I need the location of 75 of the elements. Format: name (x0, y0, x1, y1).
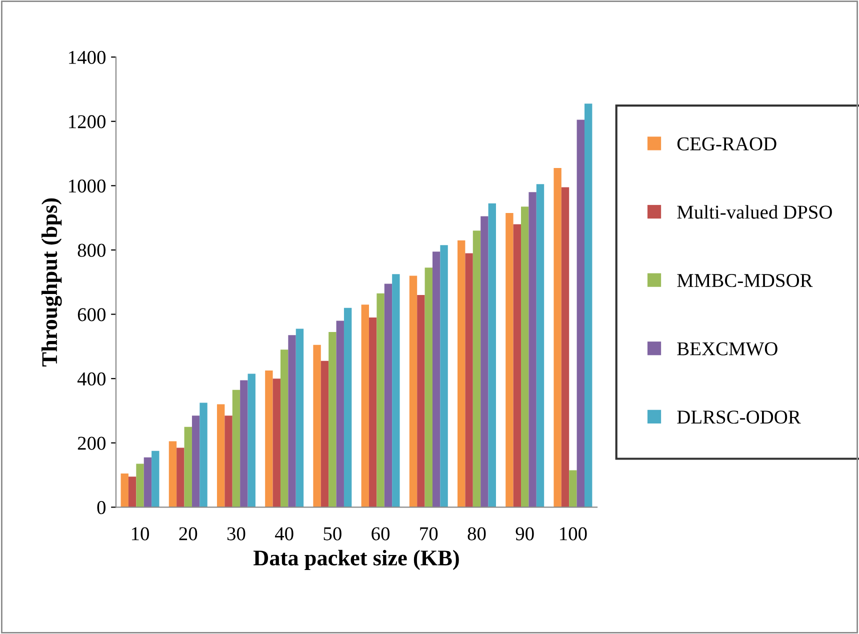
bar (361, 304, 369, 508)
bar (384, 284, 392, 508)
bar (328, 332, 336, 508)
bar (536, 184, 544, 508)
x-tick-label: 100 (560, 527, 587, 540)
y-tick-label: 800 (78, 244, 106, 257)
legend-label: MMBC-MDSOR (677, 274, 813, 288)
bar (336, 320, 344, 508)
bar (144, 457, 152, 508)
y-tick-label: 1200 (69, 115, 106, 128)
bar (265, 370, 273, 508)
bar (320, 360, 329, 508)
legend-label: Multi-valued DPSO (677, 205, 832, 219)
bar (465, 253, 473, 508)
bar (554, 168, 562, 508)
bar (488, 203, 496, 508)
bar (432, 252, 440, 508)
bar (417, 294, 425, 508)
bar (344, 308, 352, 508)
x-tick-label: 10 (132, 527, 149, 540)
x-tick-label: 90 (516, 527, 534, 540)
y-tick-label: 400 (77, 372, 106, 386)
bar (184, 426, 192, 508)
bar (569, 470, 577, 508)
bar (120, 473, 128, 508)
bar (409, 276, 418, 508)
bar (506, 213, 514, 508)
bar (472, 230, 481, 508)
x-tick-label: 40 (274, 527, 294, 540)
bar (248, 374, 256, 508)
bar (528, 192, 536, 508)
legend-label: CEG-RAOD (677, 137, 776, 150)
bar (280, 350, 288, 508)
y-tick-label: 1400 (69, 50, 106, 64)
y-tick-label: 600 (78, 308, 106, 322)
x-tick-label: 60 (372, 527, 390, 540)
bar (480, 216, 488, 508)
y-axis-title: Throughput (bps) (41, 198, 62, 366)
bar (136, 464, 144, 508)
bar (368, 318, 377, 508)
bar (152, 450, 160, 508)
bar (176, 448, 184, 508)
bar (458, 240, 466, 508)
bar (168, 441, 177, 508)
bar (584, 104, 592, 508)
bar (216, 404, 225, 508)
bar (272, 378, 280, 508)
y-tick-label: 1000 (69, 179, 106, 193)
bar (224, 416, 232, 508)
bar (561, 187, 570, 508)
bar (521, 206, 529, 508)
bar (313, 344, 321, 508)
x-tick-label: 80 (468, 527, 486, 540)
bar (128, 476, 136, 508)
y-tick-label: 0 (97, 501, 106, 514)
legend-label: DLRSC-ODOR (677, 410, 801, 424)
bar (288, 335, 296, 508)
y-tick-label: 200 (78, 436, 106, 450)
bar (192, 416, 200, 508)
bar (200, 402, 208, 508)
x-axis-title: Data packet size (KB) (254, 550, 459, 570)
x-tick-label: 70 (420, 527, 438, 540)
bar (513, 224, 521, 508)
bar (232, 390, 240, 508)
bar (576, 120, 584, 508)
bar (392, 274, 400, 508)
bar (240, 380, 248, 508)
bar (296, 328, 304, 508)
x-tick-label: 20 (179, 527, 198, 540)
bar (376, 293, 384, 508)
legend-label: BEXCMWO (677, 342, 778, 356)
x-tick-label: 50 (324, 527, 342, 540)
bar (424, 268, 432, 508)
x-tick-label: 30 (227, 527, 246, 540)
bar (440, 245, 448, 508)
